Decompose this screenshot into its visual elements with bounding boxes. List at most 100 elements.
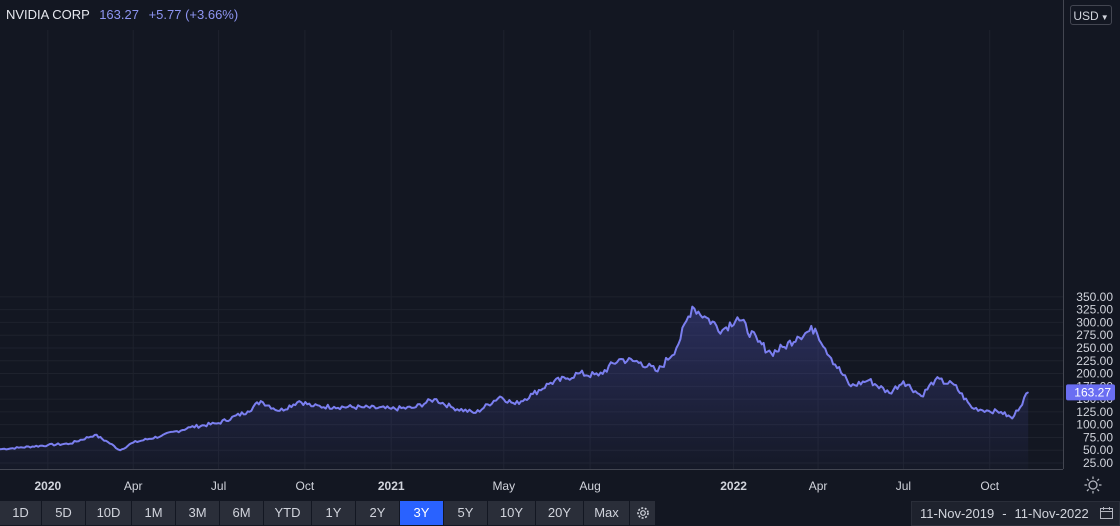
x-tick-label: 2021: [378, 479, 405, 493]
y-tick-label: 225.00: [1076, 354, 1113, 368]
data-point: [618, 358, 620, 360]
timeframe-max-button[interactable]: Max: [584, 501, 630, 525]
data-point: [971, 407, 973, 409]
x-tick-label: Oct: [296, 479, 315, 493]
data-point: [514, 403, 516, 405]
data-point: [119, 449, 121, 451]
range-separator: -: [1002, 506, 1007, 521]
data-point: [830, 357, 832, 359]
last-price-badge: [1066, 384, 1115, 401]
x-tick-label: Aug: [579, 479, 600, 493]
y-tick-label: 125.00: [1076, 405, 1113, 419]
data-point: [736, 316, 738, 318]
data-point: [433, 398, 435, 400]
data-point: [597, 374, 600, 377]
data-point: [189, 426, 192, 428]
x-tick-label: Jul: [211, 479, 226, 493]
data-point: [783, 346, 785, 348]
data-point: [565, 378, 567, 380]
data-point: [475, 412, 477, 414]
data-point: [132, 441, 134, 444]
data-point: [577, 372, 579, 375]
chevron-down-icon: ▼: [1100, 13, 1109, 22]
data-point: [675, 347, 677, 349]
data-point: [532, 393, 534, 395]
timeframe-5d-button[interactable]: 5D: [42, 501, 86, 525]
timeframe-3y-button[interactable]: 3Y: [400, 501, 444, 525]
timeframe-3m-button[interactable]: 3M: [176, 501, 220, 525]
data-point: [850, 385, 852, 387]
price-line: [0, 305, 1029, 452]
data-point: [988, 410, 990, 412]
data-point: [691, 305, 693, 308]
currency-label: USD: [1073, 9, 1099, 23]
x-tick-label: May: [492, 479, 515, 493]
timeframe-10d-button[interactable]: 10D: [86, 501, 132, 525]
data-point: [160, 435, 162, 437]
timeframe-20y-button[interactable]: 20Y: [536, 501, 584, 525]
data-point: [312, 405, 314, 407]
data-point: [1000, 411, 1002, 413]
range-end: 11-Nov-2022: [1014, 506, 1089, 521]
data-point: [757, 341, 759, 343]
timeframe-1d-button[interactable]: 1D: [0, 501, 42, 525]
data-point: [0, 448, 1, 450]
data-point: [640, 361, 642, 363]
data-point: [333, 406, 335, 408]
data-point: [18, 447, 20, 449]
sun-gear-icon[interactable]: [1083, 475, 1103, 495]
data-point: [107, 441, 109, 443]
data-point: [902, 380, 905, 382]
symbol-name: NVIDIA CORP: [6, 7, 90, 22]
data-point: [361, 406, 363, 408]
currency-selector[interactable]: USD ▼: [1070, 5, 1112, 25]
range-start: 11-Nov-2019: [920, 506, 995, 521]
timeframe-5y-button[interactable]: 5Y: [444, 501, 488, 525]
data-points: [0, 305, 1029, 451]
timeframe-1y-button[interactable]: 1Y: [312, 501, 356, 525]
chart-header: NVIDIA CORP 163.27 +5.77 (+3.66%): [6, 7, 238, 22]
x-tick-label: 2020: [34, 479, 61, 493]
timeframe-6m-button[interactable]: 6M: [220, 501, 264, 525]
timeframe-ytd-button[interactable]: YTD: [264, 501, 312, 525]
data-point: [69, 442, 71, 445]
price-change: +5.77 (+3.66%): [148, 7, 239, 22]
timeframe-2y-button[interactable]: 2Y: [356, 501, 400, 525]
x-tick-label: Jul: [896, 479, 911, 493]
data-point: [452, 407, 454, 409]
data-point: [657, 370, 659, 373]
data-point: [413, 407, 415, 409]
data-point: [550, 382, 552, 384]
y-tick-label: 50.00: [1083, 443, 1113, 457]
x-tick-label: Apr: [124, 479, 143, 493]
data-point: [721, 329, 723, 331]
x-tick-label: 2022: [720, 479, 747, 493]
data-point: [1011, 417, 1013, 420]
data-point: [247, 410, 249, 412]
area-fill: [0, 306, 1029, 469]
data-point: [868, 379, 870, 381]
data-point: [94, 434, 96, 436]
timeframe-1m-button[interactable]: 1M: [132, 501, 176, 525]
date-range[interactable]: 11-Nov-2019-11-Nov-2022: [911, 501, 1120, 526]
timeframe-10y-button[interactable]: 10Y: [488, 501, 536, 525]
calendar-icon[interactable]: [1100, 507, 1113, 519]
data-point: [260, 400, 262, 402]
data-point: [47, 444, 49, 446]
data-point: [920, 395, 922, 397]
y-tick-label: 200.00: [1076, 367, 1113, 381]
data-point: [770, 352, 772, 354]
last-price-label: 163.27: [1074, 385, 1111, 399]
data-point: [814, 327, 816, 330]
last-price: 163.27: [99, 7, 139, 22]
data-point: [934, 379, 936, 381]
data-point: [1027, 391, 1029, 393]
gear-icon[interactable]: [630, 501, 656, 525]
y-tick-label: 75.00: [1083, 430, 1113, 444]
y-tick-label: 300.00: [1076, 315, 1113, 329]
data-point: [390, 408, 392, 410]
data-point: [499, 395, 501, 398]
timeframe-toolbar: 1D 5D 10D 1M 3M 6M YTD 1Y 2Y 3Y 5Y 10Y 20Y Max: [0, 500, 656, 526]
x-tick-label: Apr: [809, 479, 828, 493]
